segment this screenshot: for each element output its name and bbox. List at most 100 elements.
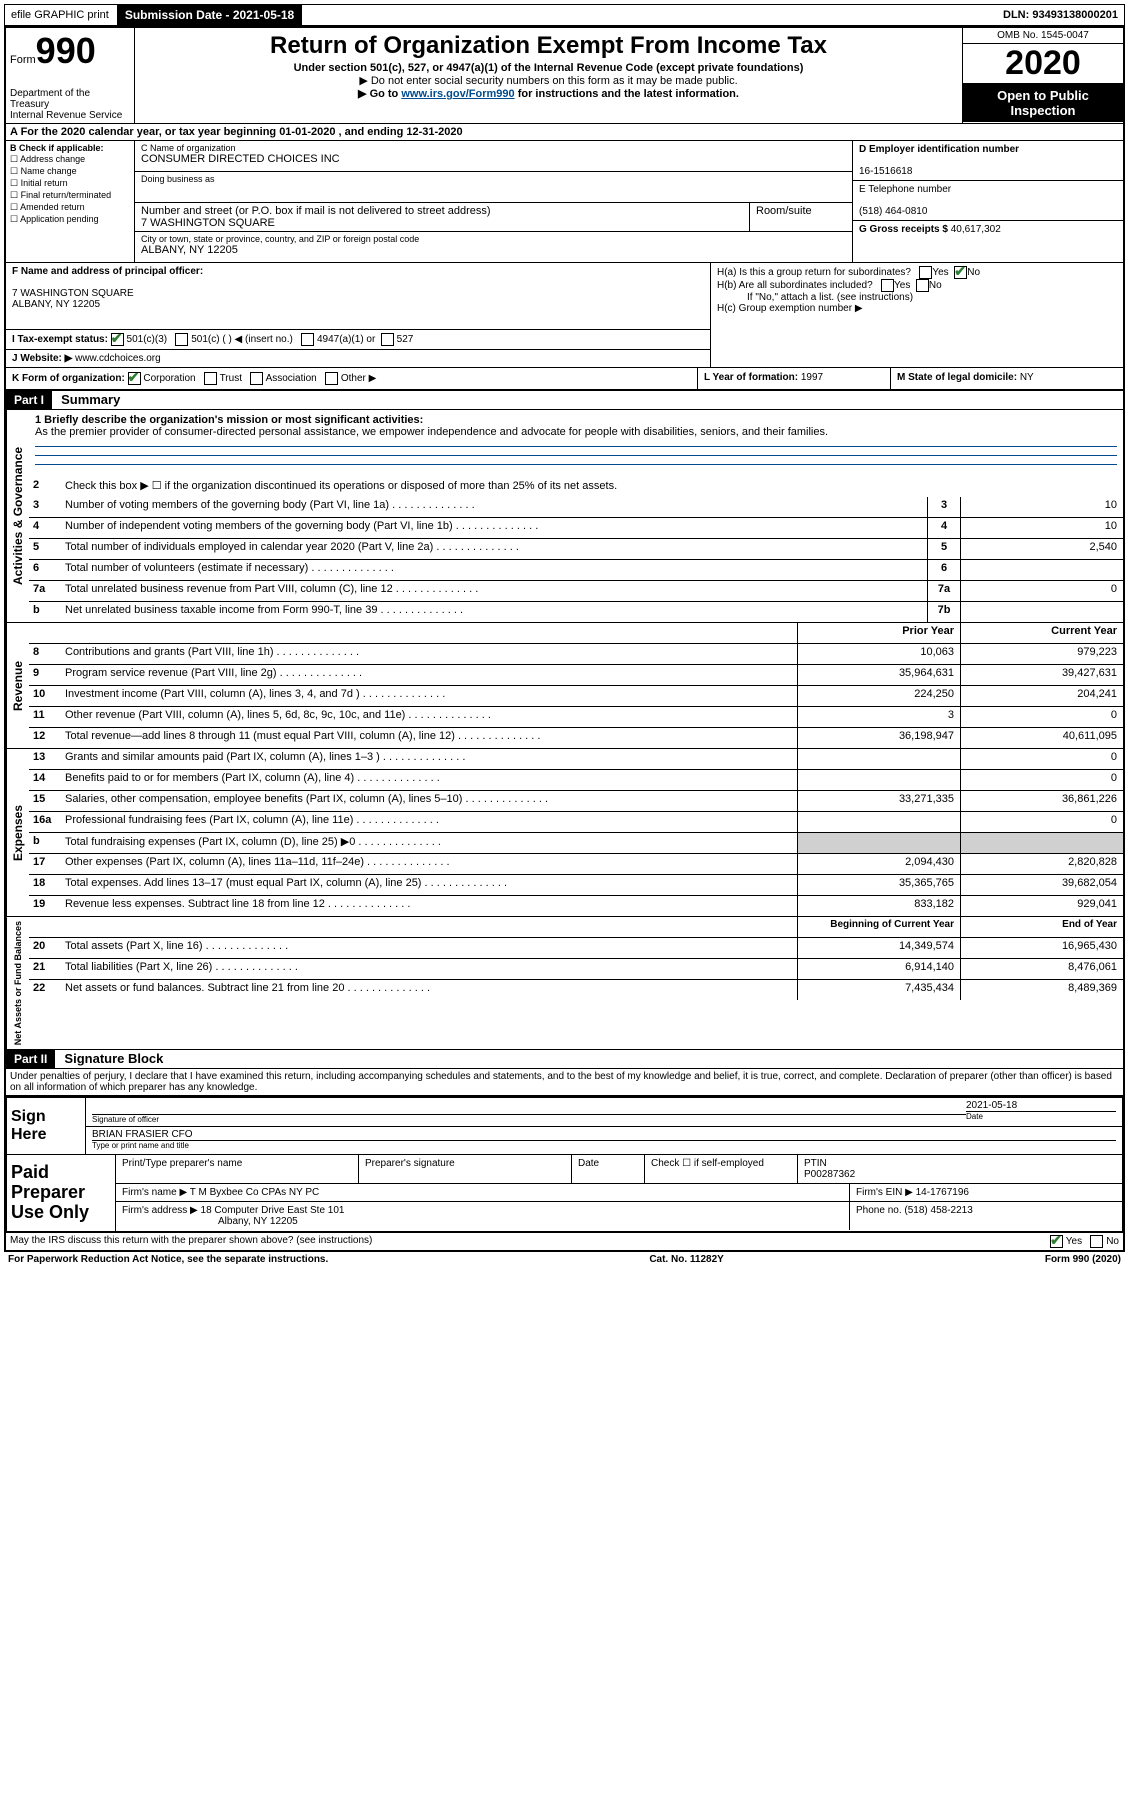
phone-label: E Telephone number [859,184,951,195]
discuss-no[interactable] [1090,1235,1103,1248]
mission-block: 1 Briefly describe the organization's mi… [29,410,1123,477]
sign-here-label: Sign Here [7,1098,86,1154]
prep-selfemp[interactable]: Check ☐ if self-employed [645,1155,798,1183]
gov-line-6: 6Total number of volunteers (estimate if… [29,560,1123,581]
expenses-section: Expenses 13Grants and similar amounts pa… [6,748,1123,916]
firm-name: T M Byxbee Co CPAs NY PC [190,1187,320,1198]
form-ref: Form 990 (2020) [1045,1254,1121,1265]
form-header: Form990 Department of the Treasury Inter… [6,28,1123,124]
chk-amended-return[interactable]: ☐ Amended return [10,202,130,213]
net-lines-22: 22Net assets or fund balances. Subtract … [29,980,1123,1000]
exp-lines-19: 19Revenue less expenses. Subtract line 1… [29,896,1123,916]
sig-officer-label: Signature of officer [92,1114,966,1124]
rev-lines-11: 11Other revenue (Part VIII, column (A), … [29,707,1123,728]
h-b-note: If "No," attach a list. (see instruction… [717,292,1117,303]
chk-other[interactable] [325,372,338,385]
chk-501c3[interactable] [111,333,124,346]
form-990: Form990 Department of the Treasury Inter… [4,26,1125,1252]
paid-preparer-block: Paid Preparer Use Only Print/Type prepar… [6,1155,1123,1231]
irs-discuss-row: May the IRS discuss this return with the… [6,1232,1123,1250]
begin-year-header: Beginning of Current Year [797,917,960,937]
col-c-org-info: C Name of organization CONSUMER DIRECTED… [135,141,852,262]
vtab-expenses: Expenses [6,749,29,916]
gov-line-3: 3Number of voting members of the governi… [29,497,1123,518]
ptin-label: PTIN [804,1158,827,1169]
irs-link[interactable]: www.irs.gov/Form990 [401,88,514,100]
form-subtitle: Under section 501(c), 527, or 4947(a)(1)… [141,62,956,74]
website-value: www.cdchoices.org [75,353,161,364]
chk-initial-return[interactable]: ☐ Initial return [10,178,130,189]
firm-ein: 14-1767196 [916,1187,969,1198]
city: ALBANY, NY 12205 [141,244,846,256]
irs-discuss-label: May the IRS discuss this return with the… [10,1235,372,1248]
gross-receipts-label: G Gross receipts $ [859,224,948,235]
chk-association[interactable] [250,372,263,385]
submission-date-button[interactable]: Submission Date - 2021-05-18 [117,5,302,25]
exp-lines-14: 14Benefits paid to or for members (Part … [29,770,1123,791]
state-domicile: NY [1020,372,1034,383]
current-year-header: Current Year [960,623,1123,643]
exp-lines-17: 17Other expenses (Part IX, column (A), l… [29,854,1123,875]
chk-final-return[interactable]: ☐ Final return/terminated [10,190,130,201]
org-name-label: C Name of organization [141,143,846,153]
omb-number: OMB No. 1545-0047 [963,28,1123,44]
part-2-badge: Part II [6,1050,55,1068]
ha-no[interactable] [954,266,967,279]
declaration: Under penalties of perjury, I declare th… [6,1069,1123,1096]
gov-line-7a: 7aTotal unrelated business revenue from … [29,581,1123,602]
block-b-c-d-e: B Check if applicable: ☐ Address change … [6,141,1123,263]
phone-value: (518) 464-0810 [859,206,927,217]
sig-date: 2021-05-18 [966,1100,1017,1111]
part-1-badge: Part I [6,391,52,409]
mission-label: 1 Briefly describe the organization's mi… [35,414,423,426]
paid-preparer-label: Paid Preparer Use Only [7,1155,116,1230]
gov-line-b: bNet unrelated business taxable income f… [29,602,1123,622]
chk-name-change[interactable]: ☐ Name change [10,166,130,177]
chk-address-change[interactable]: ☐ Address change [10,154,130,165]
col-d-e: D Employer identification number 16-1516… [852,141,1123,262]
year-cell: OMB No. 1545-0047 2020 Open to Public In… [962,28,1123,123]
chk-4947[interactable] [301,333,314,346]
year-formation-label: L Year of formation: [704,372,798,383]
rev-lines-9: 9Program service revenue (Part VIII, lin… [29,665,1123,686]
website-label: J Website: ▶ [12,353,72,364]
ein-value: 16-1516618 [859,166,912,177]
discuss-yes[interactable] [1050,1235,1063,1248]
rev-lines-8: 8Contributions and grants (Part VIII, li… [29,644,1123,665]
firm-addr1: 18 Computer Drive East Ste 101 [201,1205,345,1216]
gov-line-5: 5Total number of individuals employed in… [29,539,1123,560]
hb-yes[interactable] [881,279,894,292]
vtab-net-assets: Net Assets or Fund Balances [6,917,29,1049]
exp-lines-16a: 16aProfessional fundraising fees (Part I… [29,812,1123,833]
firm-name-label: Firm's name ▶ [122,1187,187,1198]
gov-line-4: 4Number of independent voting members of… [29,518,1123,539]
firm-ein-label: Firm's EIN ▶ [856,1187,913,1198]
ha-yes[interactable] [919,266,932,279]
chk-trust[interactable] [204,372,217,385]
exp-lines-18: 18Total expenses. Add lines 13–17 (must … [29,875,1123,896]
exp-lines-13: 13Grants and similar amounts paid (Part … [29,749,1123,770]
chk-application-pending[interactable]: ☐ Application pending [10,214,130,225]
chk-501c[interactable] [175,333,188,346]
officer-name-label: Type or print name and title [92,1140,1116,1150]
row-k-l-m: K Form of organization: Corporation Trus… [6,368,1123,390]
sign-here-block: Sign Here Signature of officer 2021-05-1… [6,1096,1123,1155]
open-to-public: Open to Public Inspection [963,84,1123,122]
prep-date-hdr: Date [572,1155,645,1183]
revenue-section: Revenue Prior Year Current Year 8Contrib… [6,622,1123,748]
net-lines-20: 20Total assets (Part X, line 16)14,349,5… [29,938,1123,959]
h-c: H(c) Group exemption number ▶ [717,303,1117,314]
rev-lines-12: 12Total revenue—add lines 8 through 11 (… [29,728,1123,748]
hb-no[interactable] [916,279,929,292]
form-number: 990 [36,30,96,71]
exp-lines-b: bTotal fundraising expenses (Part IX, co… [29,833,1123,854]
vtab-revenue: Revenue [6,623,29,748]
prep-sig-hdr: Preparer's signature [359,1155,572,1183]
net-lines-21: 21Total liabilities (Part X, line 26)6,9… [29,959,1123,980]
tax-year: 2020 [963,44,1123,84]
dept-label: Department of the Treasury Internal Reve… [10,88,130,121]
h-a: H(a) Is this a group return for subordin… [717,266,1117,279]
chk-527[interactable] [381,333,394,346]
prep-name-hdr: Print/Type preparer's name [116,1155,359,1183]
chk-corporation[interactable] [128,372,141,385]
